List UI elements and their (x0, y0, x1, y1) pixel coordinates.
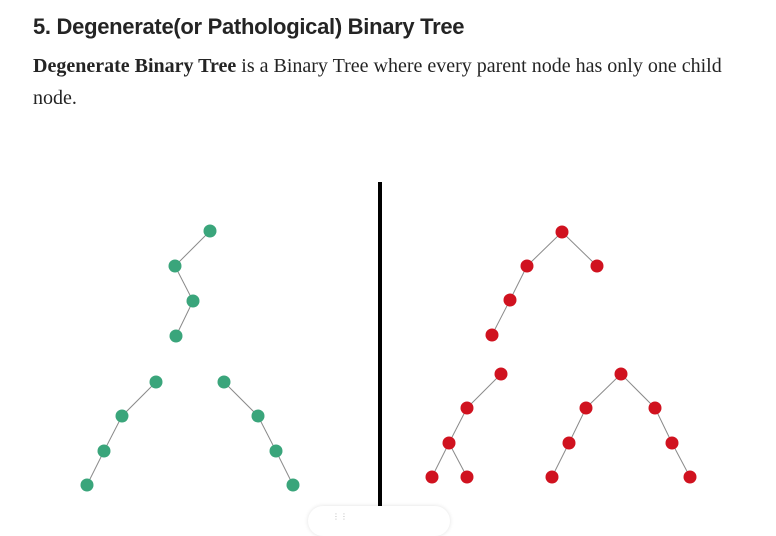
green-node (251, 409, 265, 423)
red-node (460, 470, 474, 484)
red-node (442, 436, 456, 450)
green-node (186, 294, 200, 308)
red-node (503, 293, 517, 307)
section-paragraph: Degenerate Binary Tree is a Binary Tree … (33, 50, 733, 114)
green-node (203, 224, 217, 238)
green-node (286, 478, 300, 492)
binary-tree-figure (80, 182, 697, 519)
red-node (590, 259, 604, 273)
red-node (520, 259, 534, 273)
red-node (648, 401, 662, 415)
figure-divider (378, 182, 382, 519)
red-node (485, 328, 499, 342)
green-node (115, 409, 129, 423)
red-trees-nodes (425, 225, 697, 484)
green-node (217, 375, 231, 389)
red-node (562, 436, 576, 450)
green-node (169, 329, 183, 343)
red-node (460, 401, 474, 415)
red-node (683, 470, 697, 484)
green-node (168, 259, 182, 273)
red-node (555, 225, 569, 239)
red-node (425, 470, 439, 484)
red-trees-edges (431, 231, 691, 478)
article-section: 5. Degenerate(or Pathological) Binary Tr… (33, 14, 733, 521)
definition-text: is a Binary Tree where every parent node… (33, 55, 722, 109)
green-node (97, 444, 111, 458)
green-trees-nodes (80, 224, 300, 492)
red-node (614, 367, 628, 381)
green-node (80, 478, 94, 492)
green-node (269, 444, 283, 458)
floating-action-bar[interactable]: ⋮⋮ (308, 506, 450, 536)
term-bold: Degenerate Binary Tree (33, 55, 237, 77)
section-heading: 5. Degenerate(or Pathological) Binary Tr… (33, 14, 465, 39)
red-node (494, 367, 508, 381)
green-trees-edges (86, 230, 294, 486)
green-node (149, 375, 163, 389)
red-node (579, 401, 593, 415)
red-node (545, 470, 559, 484)
dots-icon[interactable]: ⋮⋮ (332, 512, 348, 521)
red-node (665, 436, 679, 450)
